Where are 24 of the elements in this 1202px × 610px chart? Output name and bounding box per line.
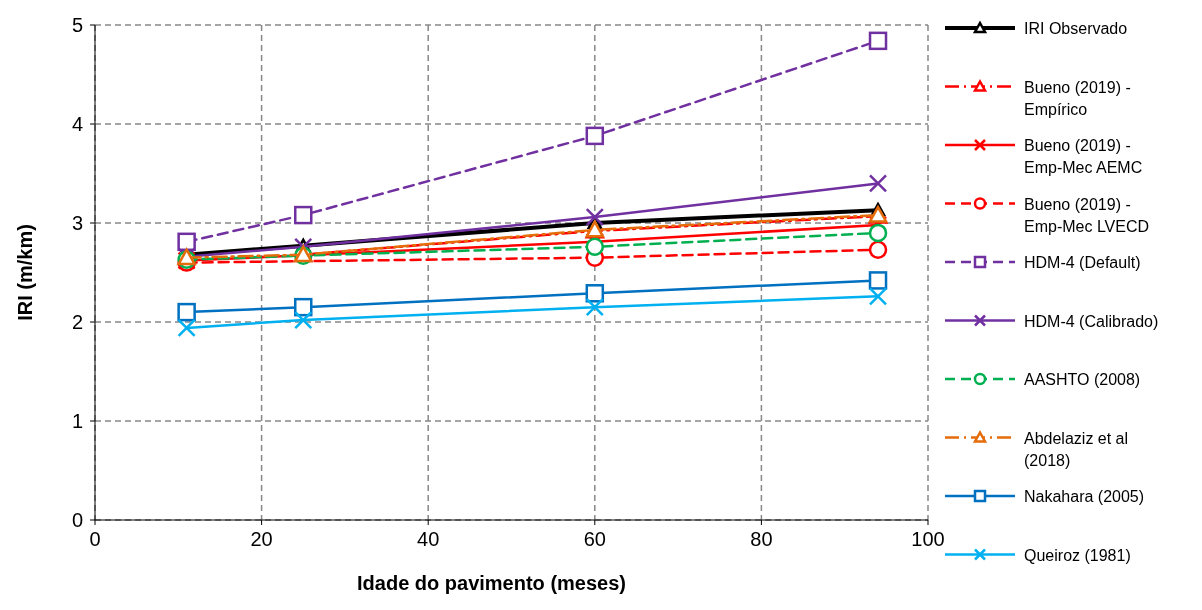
y-tick-label: 0 bbox=[71, 509, 83, 531]
legend-label: AASHTO (2008) bbox=[1024, 371, 1141, 388]
x-tick-label: 20 bbox=[250, 528, 273, 550]
legend-label: Nakahara (2005) bbox=[1024, 488, 1145, 505]
legend-label: HDM-4 (Default) bbox=[1024, 254, 1141, 271]
legend-label: Abdelaziz et al (2018) bbox=[1024, 429, 1129, 469]
legend-label: Queiroz (1981) bbox=[1024, 546, 1131, 564]
y-tick-label: 2 bbox=[71, 311, 83, 333]
legend-label: Bueno (2019) - Emp-Mec AEMC bbox=[1024, 137, 1143, 176]
legend-label: IRI Observado bbox=[1024, 20, 1128, 37]
legend-label: Bueno (2019) - Empírico bbox=[1024, 78, 1131, 118]
y-tick-label: 5 bbox=[71, 14, 83, 36]
y-tick-label: 4 bbox=[71, 113, 83, 135]
y-tick-label: 1 bbox=[71, 410, 83, 432]
legend-label: HDM-4 (Calibrado) bbox=[1024, 312, 1159, 330]
x-tick-label: 60 bbox=[583, 528, 606, 550]
y-tick-label: 3 bbox=[71, 212, 83, 234]
x-tick-label: 80 bbox=[750, 528, 773, 550]
x-tick-label: 0 bbox=[89, 528, 101, 550]
legend-label: Bueno (2019) - Emp-Mec LVECD bbox=[1024, 195, 1150, 235]
x-axis-title: Idade do pavimento (meses) bbox=[357, 572, 626, 594]
x-tick-label: 100 bbox=[911, 528, 945, 550]
y-axis-title: IRI (m/km) bbox=[14, 224, 36, 321]
x-tick-label: 40 bbox=[417, 528, 440, 550]
